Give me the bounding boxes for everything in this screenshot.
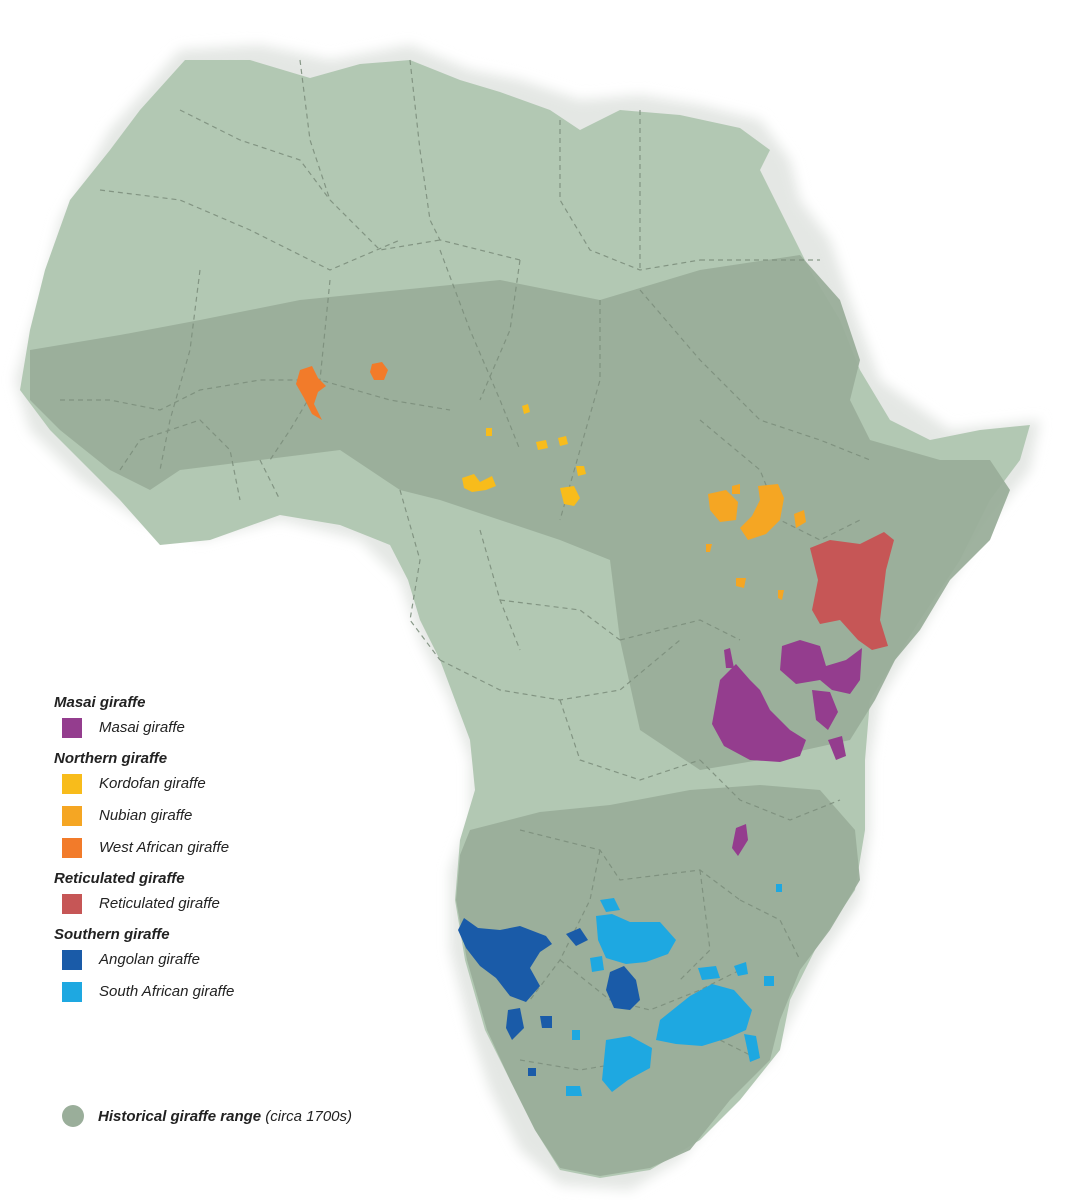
legend-item: West African giraffe bbox=[54, 832, 434, 864]
historical-range-note: (circa 1700s) bbox=[265, 1108, 352, 1125]
legend-heading: Southern giraffe bbox=[54, 926, 170, 943]
range-masai bbox=[712, 640, 862, 856]
legend-heading: Reticulated giraffe bbox=[54, 870, 185, 887]
legend-label: South African giraffe bbox=[99, 983, 235, 1000]
legend-swatch bbox=[62, 838, 82, 858]
range-south-african bbox=[566, 884, 782, 1096]
legend-swatch bbox=[62, 894, 82, 914]
legend-swatch bbox=[62, 950, 82, 970]
range-reticulated bbox=[810, 532, 894, 650]
legend-label: Angolan giraffe bbox=[99, 951, 200, 968]
historical-range-swatch bbox=[62, 1105, 84, 1127]
legend-item: South African giraffe bbox=[54, 976, 434, 1008]
legend-label: Nubian giraffe bbox=[99, 807, 193, 824]
legend-label: West African giraffe bbox=[99, 839, 230, 856]
range-kordofan bbox=[462, 404, 586, 506]
historical-range-title: Historical giraffe range bbox=[98, 1108, 262, 1125]
map-legend: Masai giraffe Masai giraffe Northern giraf… bbox=[54, 694, 434, 1008]
country-borders bbox=[60, 59, 871, 1071]
legend-heading: Northern giraffe bbox=[54, 750, 168, 767]
legend-item: Kordofan giraffe bbox=[54, 768, 434, 800]
historical-range-south bbox=[456, 785, 860, 1176]
legend-heading: Masai giraffe bbox=[54, 694, 146, 711]
legend-swatch bbox=[62, 982, 82, 1002]
legend-item: Masai giraffe bbox=[54, 712, 434, 744]
legend-swatch bbox=[62, 718, 82, 738]
legend-label: Masai giraffe bbox=[99, 719, 185, 736]
legend-item: Angolan giraffe bbox=[54, 944, 434, 976]
legend-label: Reticulated giraffe bbox=[99, 895, 220, 912]
historical-range-label: Historical giraffe range (circa 1700s) bbox=[98, 1108, 352, 1125]
range-nubian bbox=[706, 484, 806, 600]
historical-range-sahel bbox=[30, 255, 1010, 770]
range-west-african bbox=[296, 362, 388, 420]
legend-swatch bbox=[62, 774, 82, 794]
legend-item: Nubian giraffe bbox=[54, 800, 434, 832]
legend-item: Reticulated giraffe bbox=[54, 888, 434, 920]
legend-swatch bbox=[62, 806, 82, 826]
range-angolan bbox=[458, 918, 640, 1076]
legend-label: Kordofan giraffe bbox=[99, 775, 206, 792]
